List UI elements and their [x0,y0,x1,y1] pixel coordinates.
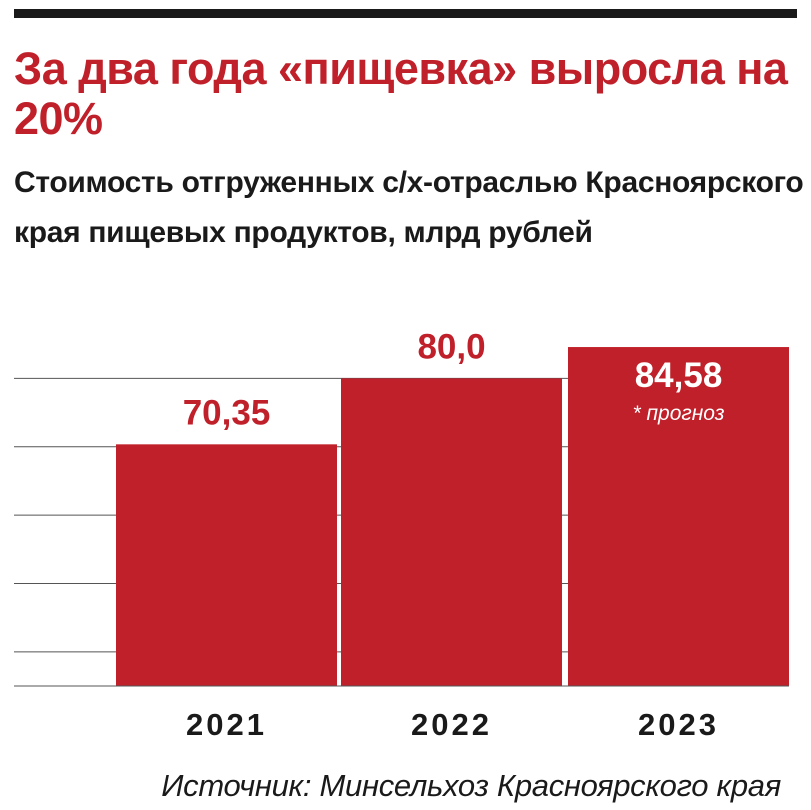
value-label-2021: 70,35 [183,393,271,432]
bar-2022 [341,378,562,686]
x-tick-label: 2022 [411,707,492,742]
forecast-note: * прогноз [632,402,724,425]
chart-title: За два года «пищевка» выросла на 20% [14,43,788,144]
x-tick-label: 2023 [638,707,719,742]
x-tick-label: 2021 [186,707,267,742]
value-label-2022: 80,0 [417,327,485,366]
value-label-2023: 84,58 [635,356,723,395]
source-note: Источник: Минсельхоз Красноярского края [161,768,781,803]
bar-2021 [116,444,337,686]
top-rule [14,9,797,18]
chart-subtitle: Стоимость отгруженных с/х-отраслью Красн… [14,166,804,249]
bar-2023 [568,347,789,686]
